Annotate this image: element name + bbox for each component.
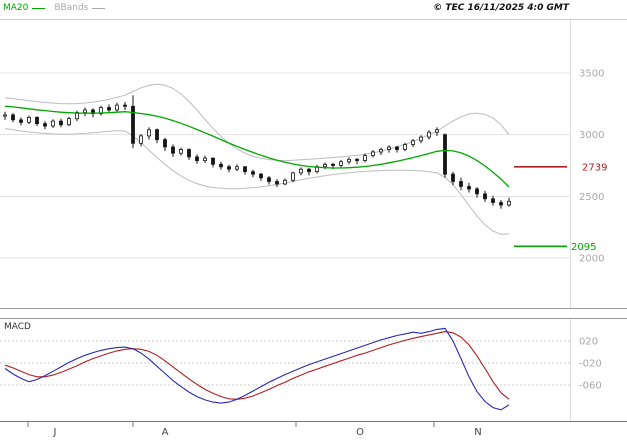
candle-body xyxy=(475,188,479,195)
candle-body xyxy=(491,198,495,203)
candle-body xyxy=(307,168,311,173)
candle-body xyxy=(507,200,511,206)
copyright-text: © TEC 16/11/2025 4:0 GMT xyxy=(433,3,569,13)
candle-body xyxy=(51,120,55,127)
candle-body xyxy=(347,158,351,163)
candle-body xyxy=(387,146,391,150)
candle-body xyxy=(99,107,103,115)
candle-body xyxy=(395,146,399,150)
legend-ma20-label: MA20 xyxy=(3,3,29,13)
candle-body xyxy=(139,135,143,144)
legend-item-ma20: MA20 xyxy=(3,3,46,14)
candle-body xyxy=(251,171,255,175)
candle-body xyxy=(435,129,439,133)
candle-body xyxy=(155,129,159,140)
candle-body xyxy=(227,166,231,170)
macd-line xyxy=(4,327,510,411)
bbands-line-swatch xyxy=(92,8,106,9)
candle-body xyxy=(187,149,191,158)
candle-body xyxy=(331,163,335,166)
candle-body xyxy=(3,114,7,117)
month-label: A xyxy=(162,427,169,438)
month-label: N xyxy=(474,427,481,438)
candle-body xyxy=(19,119,23,123)
candle-body xyxy=(411,140,415,145)
candle-body xyxy=(267,177,271,182)
legend-bbands-label: BBands xyxy=(54,3,89,13)
price-axis-label: 3000 xyxy=(579,130,604,141)
ma20-line-swatch xyxy=(32,8,46,9)
candle-body xyxy=(195,156,199,161)
candle-body xyxy=(419,136,423,142)
macd-axis-label: 020 xyxy=(579,337,598,348)
candle-body xyxy=(427,131,431,138)
price-level-label: 2095 xyxy=(571,242,596,253)
candle-body xyxy=(291,172,295,181)
candle-body xyxy=(403,144,407,150)
candle-body xyxy=(299,168,303,174)
candle-body xyxy=(203,157,207,162)
candle-body xyxy=(163,139,167,148)
candle-body xyxy=(323,163,327,168)
candle-body xyxy=(443,134,447,175)
candle-body xyxy=(35,117,39,125)
macd-axis-label: -060 xyxy=(579,381,602,392)
candle-body xyxy=(67,118,71,126)
candle-body xyxy=(451,173,455,182)
candle-body xyxy=(59,120,63,126)
month-label: J xyxy=(53,427,57,438)
price-axis-label: 2000 xyxy=(579,254,604,265)
price-level-label: 2739 xyxy=(582,162,607,173)
candle-body xyxy=(235,166,239,170)
candle-body xyxy=(283,179,287,185)
candle-body xyxy=(171,146,175,154)
candle-body xyxy=(467,186,471,190)
price-axis-label: 2500 xyxy=(579,192,604,203)
candle-body xyxy=(499,202,503,206)
candle-body xyxy=(379,149,383,153)
candle-body xyxy=(243,166,247,172)
candle-body xyxy=(459,181,463,187)
macd-axis-label: -020 xyxy=(579,359,602,370)
candle-body xyxy=(483,193,487,200)
indicator-legend: MA20 BBands xyxy=(3,3,106,14)
candle-body xyxy=(27,117,31,123)
ma20-line xyxy=(4,105,510,188)
candle-body xyxy=(363,155,367,161)
bollinger-upper-band xyxy=(4,83,510,162)
candle-body xyxy=(355,158,359,161)
price-axis-label: 3500 xyxy=(579,69,604,80)
month-label: O xyxy=(356,427,364,438)
candle-body xyxy=(147,129,151,137)
candle-body xyxy=(83,109,87,113)
bollinger-lower-band xyxy=(4,128,510,235)
candle-body xyxy=(11,114,15,121)
candle-body xyxy=(219,163,223,168)
candle-body xyxy=(259,173,263,179)
signal-line xyxy=(4,331,510,400)
candle-body xyxy=(339,161,343,166)
legend-item-bbands: BBands xyxy=(54,3,106,14)
candle-body xyxy=(123,104,127,107)
candle-body xyxy=(43,123,47,127)
macd-panel-label: MACD xyxy=(4,322,31,332)
candle-body xyxy=(131,105,135,144)
candle-body xyxy=(115,104,119,111)
candle-body xyxy=(179,149,183,154)
candle-body xyxy=(275,181,279,185)
candle-body xyxy=(211,157,215,165)
candle-body xyxy=(107,107,111,111)
candle-body xyxy=(371,151,375,156)
